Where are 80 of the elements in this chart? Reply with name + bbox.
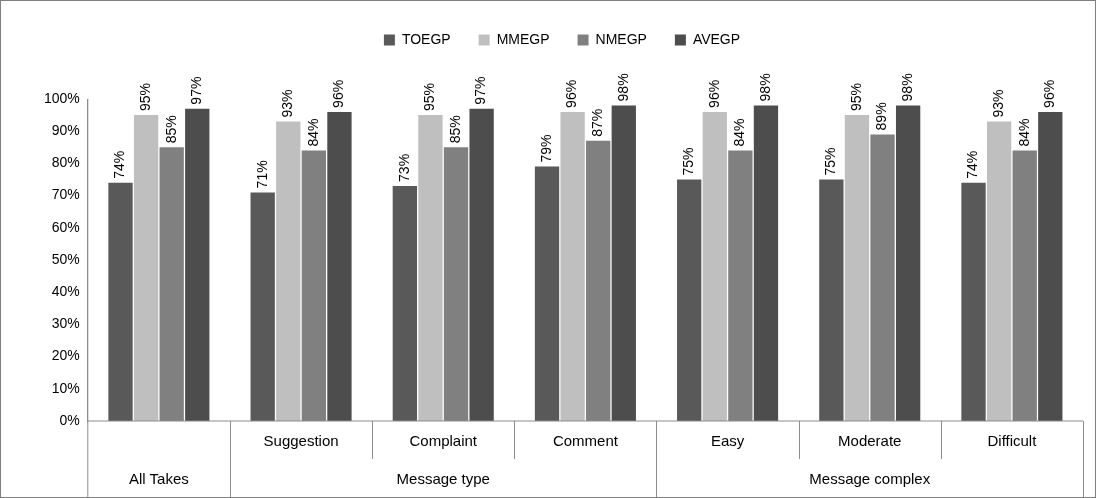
- bar: [702, 111, 727, 421]
- data-label: 71%: [253, 160, 270, 189]
- bar: [844, 115, 870, 421]
- bar: [301, 150, 327, 421]
- y-tick-label: 30%: [51, 315, 80, 332]
- bar: [1038, 111, 1063, 421]
- bar: [327, 111, 352, 421]
- bar: [443, 147, 469, 421]
- data-label: 96%: [705, 79, 722, 108]
- y-tick-label: 50%: [51, 250, 80, 267]
- data-label: 74%: [964, 150, 981, 179]
- text: Message type: [396, 470, 490, 488]
- data-label: 87%: [589, 108, 606, 137]
- bar: [728, 150, 753, 421]
- data-label: 89%: [873, 102, 890, 131]
- data-label: 84%: [731, 118, 748, 147]
- x-tick-label: Suggestion: [263, 432, 339, 450]
- x-tick-label: Comment: [552, 432, 619, 450]
- legend-label: MMEGP: [496, 30, 550, 47]
- data-label: 84%: [304, 118, 321, 147]
- y-tick-label: 40%: [51, 283, 80, 300]
- legend-label: AVEGP: [692, 30, 741, 47]
- bar: [392, 185, 417, 421]
- data-label: 96%: [1041, 79, 1058, 108]
- data-label: 98%: [898, 73, 915, 102]
- legend-label: NMEGP: [595, 30, 647, 47]
- bar: [276, 121, 301, 421]
- bar: [961, 182, 986, 421]
- bar: [819, 179, 844, 421]
- x-tick-label: Complaint: [409, 432, 478, 450]
- y-tick-label: 0%: [59, 411, 80, 428]
- data-label: 97%: [472, 76, 489, 105]
- bar: [534, 166, 560, 421]
- y-tick-label: 90%: [51, 122, 80, 139]
- text: All Takes: [129, 470, 189, 488]
- bar: [986, 121, 1012, 421]
- text: Message complex: [809, 470, 931, 488]
- data-label: 95%: [136, 83, 153, 112]
- y-tick-label: 80%: [51, 154, 80, 171]
- bar: [870, 134, 895, 421]
- bar: [108, 182, 133, 421]
- bar: [560, 111, 585, 421]
- data-label: 79%: [537, 134, 554, 163]
- bar: [159, 147, 184, 421]
- bar: [1012, 150, 1037, 421]
- y-tick-label: 10%: [51, 379, 80, 396]
- data-label: 95%: [421, 83, 438, 112]
- bar: [753, 105, 779, 421]
- x-tick-label: Moderate: [838, 432, 902, 450]
- data-label: 93%: [279, 89, 296, 118]
- data-label: 74%: [111, 150, 128, 179]
- data-label: 75%: [822, 147, 839, 176]
- bar: [895, 105, 921, 421]
- bar: [250, 192, 275, 421]
- data-label: 98%: [614, 73, 631, 102]
- data-label: 93%: [989, 89, 1006, 118]
- data-label: 73%: [395, 153, 412, 182]
- data-label: 75%: [680, 147, 697, 176]
- y-tick-label: 70%: [51, 186, 80, 203]
- y-tick-label: 60%: [51, 218, 80, 235]
- data-label: 96%: [330, 79, 347, 108]
- data-label: 84%: [1015, 118, 1032, 147]
- data-label: 95%: [847, 83, 864, 112]
- data-label: 98%: [756, 73, 773, 102]
- data-label: 85%: [162, 115, 179, 144]
- y-tick-label: 100%: [43, 89, 80, 106]
- bar: [469, 108, 494, 421]
- bar: [586, 140, 611, 421]
- data-label: 85%: [446, 115, 463, 144]
- bar: [133, 115, 159, 421]
- data-label: 96%: [563, 79, 580, 108]
- y-tick-label: 20%: [51, 347, 80, 364]
- bar: [185, 108, 210, 421]
- bar: [677, 179, 702, 421]
- x-tick-label: Difficult: [987, 432, 1038, 450]
- bar: [611, 105, 636, 421]
- legend-label: TOEGP: [401, 30, 451, 47]
- x-tick-label: Easy: [710, 432, 745, 450]
- data-label: 97%: [188, 76, 205, 105]
- bar: [418, 115, 443, 421]
